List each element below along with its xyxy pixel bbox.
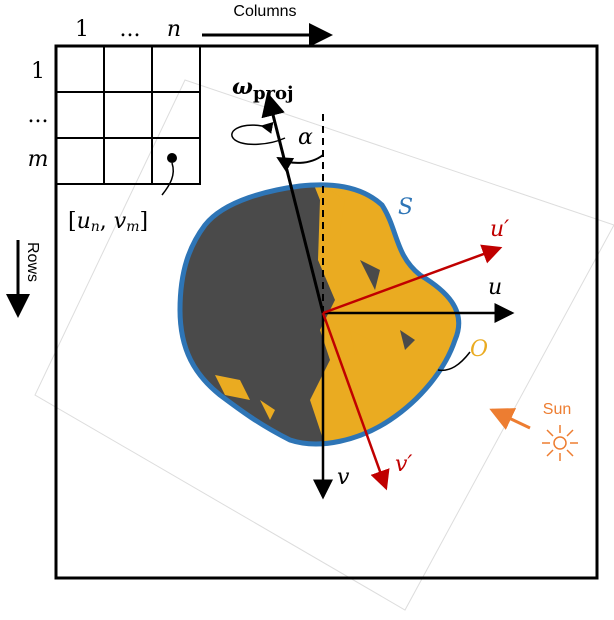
pixel-grid [56, 46, 200, 184]
sun-label: Sun [543, 401, 571, 418]
column-label: ... [120, 17, 141, 42]
leader [162, 163, 173, 195]
u-label: u [488, 275, 502, 300]
row-label: ... [28, 103, 49, 128]
column-label: n [167, 17, 181, 42]
body-label: O [470, 337, 488, 362]
alpha-label: α [298, 125, 313, 150]
row-label: 1 [31, 59, 45, 84]
pixel-point [167, 153, 177, 163]
row-label: m [28, 147, 49, 172]
sun-icon [542, 425, 578, 461]
omega-label: ωproj [232, 74, 294, 104]
sun-arrow [492, 410, 530, 428]
column-label: 1 [75, 17, 89, 42]
pixel-label: [un, vm] [68, 209, 148, 235]
diagram: 1 ... n 1 ... m Columns Rows [un, vm] ωp… [0, 0, 614, 620]
silhouette-label: S [398, 195, 413, 220]
v-label: v [337, 465, 350, 490]
columns-label: Columns [233, 3, 296, 20]
v-prime-label: v′ [395, 452, 412, 477]
u-prime-label: u′ [490, 217, 509, 242]
rows-label: Rows [24, 242, 41, 282]
